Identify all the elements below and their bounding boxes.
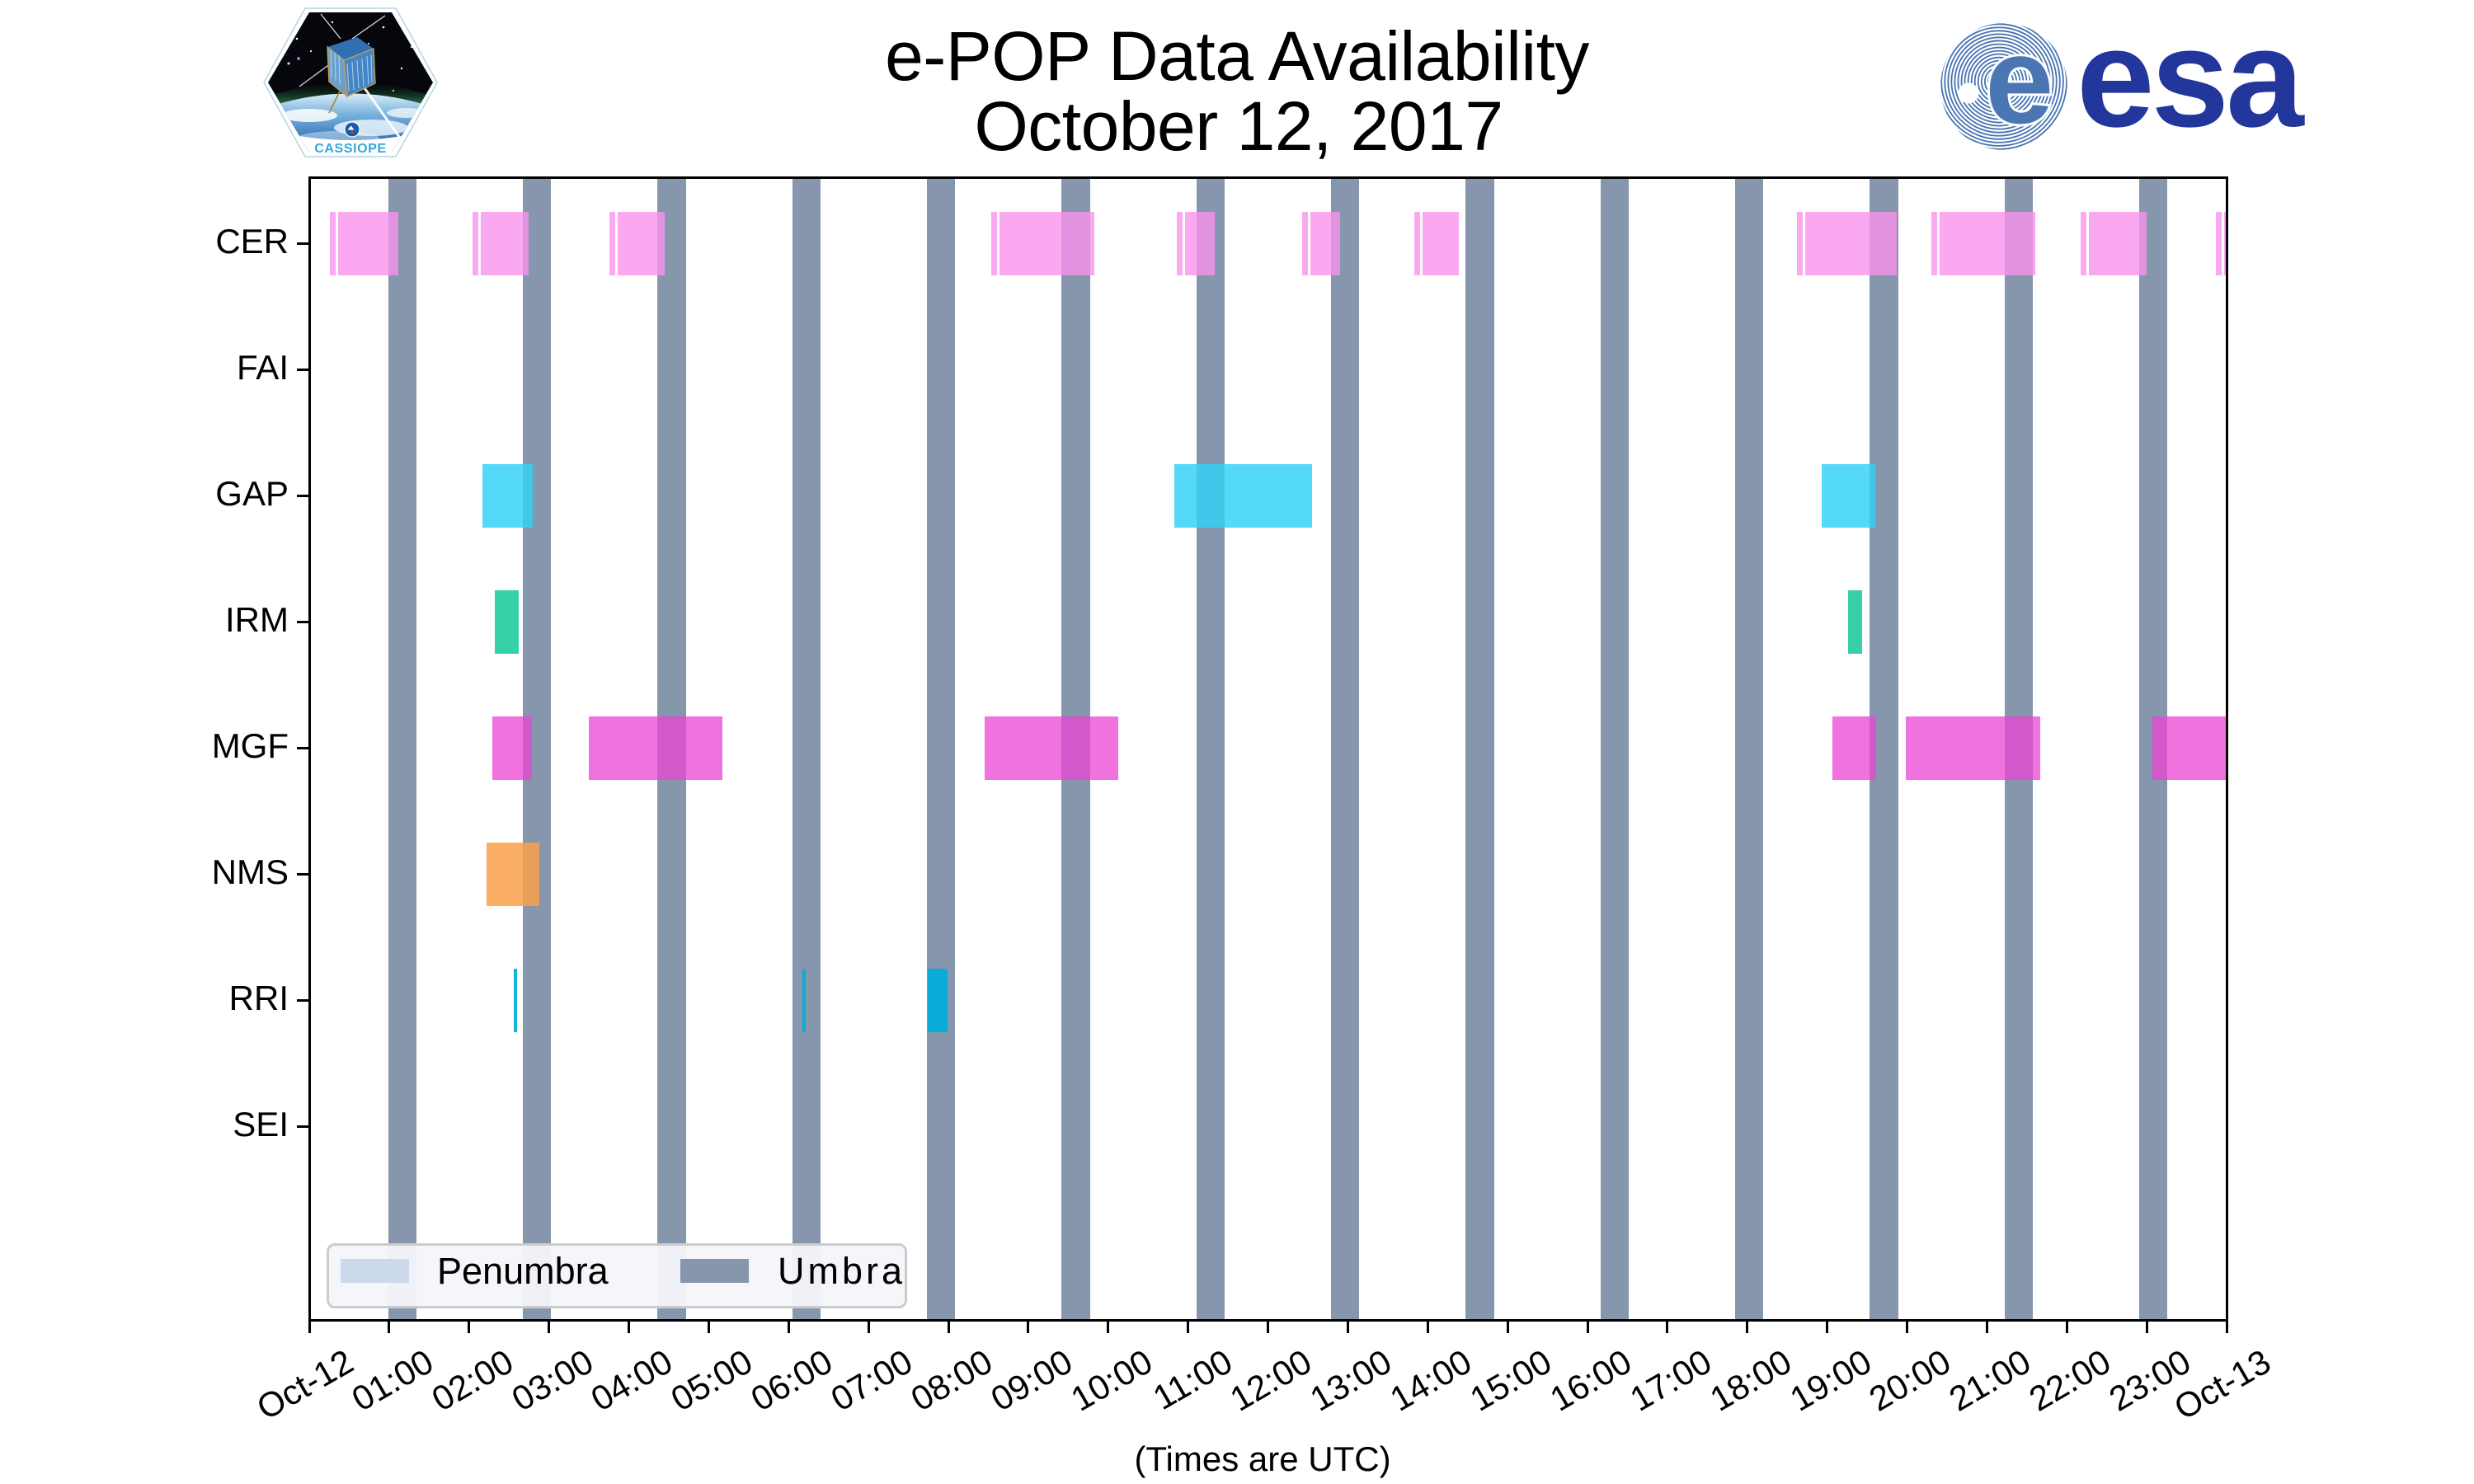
svg-text:CASSIOPE: CASSIOPE [314, 142, 387, 156]
svg-text:e: e [1985, 11, 2053, 149]
svg-text:esa: esa [2077, 0, 2305, 157]
